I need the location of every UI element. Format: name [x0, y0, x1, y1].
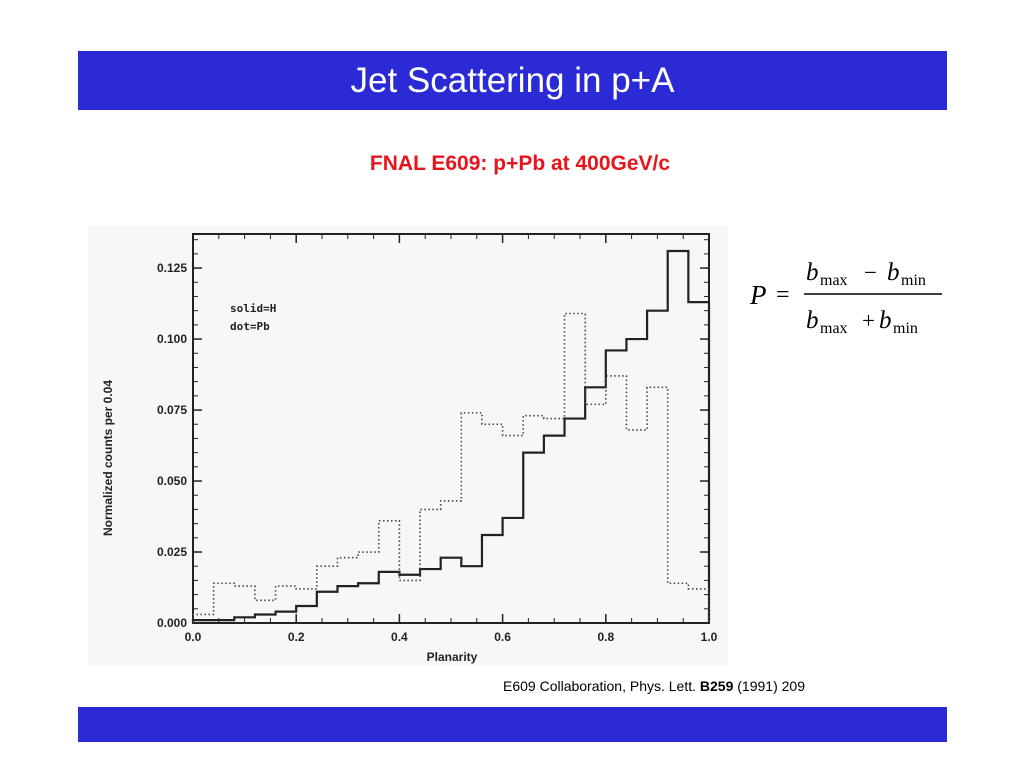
- chart-svg: 0.0 0.2 0.4 0.6 0.8 1.0 0.000 0.025 0.050 0.075 0.…: [101, 233, 718, 664]
- y-tick-label: 0.100: [157, 332, 187, 346]
- denominator-sub-min: min: [893, 320, 918, 337]
- x-tick-label: 1.0: [701, 630, 718, 644]
- y-tick-label: 0.025: [157, 545, 187, 559]
- slide-subtitle: FNAL E609: p+Pb at 400GeV/c: [369, 152, 671, 175]
- citation-volume: B259: [699, 678, 734, 694]
- formula-lhs: P: [749, 280, 767, 310]
- x-tick-label: 0.8: [597, 630, 614, 644]
- y-tick-label: 0.125: [157, 261, 187, 275]
- slide-title: Jet Scattering in p+A: [350, 61, 675, 100]
- planarity-histogram: 0.0 0.2 0.4 0.6 0.8 1.0 0.000 0.025 0.050 0.075 0.…: [88, 226, 728, 666]
- formula-svg: P = b max − b min b max + b min: [749, 259, 942, 337]
- y-axis-label: Normalized counts per 0.04: [101, 380, 115, 536]
- y-tick-label: 0.000: [157, 616, 187, 630]
- denominator-sub-max: max: [820, 320, 848, 337]
- numerator-minus: −: [864, 260, 877, 285]
- denominator-b-min: b: [879, 307, 892, 334]
- series-pb-histogram: [192, 312, 710, 623]
- numerator-sub-max: max: [820, 272, 848, 289]
- numerator-b-max: b: [806, 259, 819, 286]
- x-tick-label: 0.4: [391, 630, 408, 644]
- citation: E609 Collaboration, Phys. Lett. B259 (19…: [503, 678, 805, 694]
- series-layer: [191, 249, 711, 623]
- axis-ticks: 0.0 0.2 0.4 0.6 0.8 1.0 0.000 0.025 0.050 0.075 0.…: [157, 234, 718, 644]
- y-tick-label: 0.050: [157, 474, 187, 488]
- x-axis-label: Planarity: [427, 650, 478, 664]
- numerator-b-min: b: [887, 259, 900, 286]
- header-bar: [78, 51, 947, 110]
- footer-bar: [78, 707, 947, 742]
- citation-suffix: (1991) 209: [733, 678, 805, 694]
- citation-prefix: E609 Collaboration, Phys. Lett.: [503, 678, 700, 694]
- plot-frame: [192, 233, 710, 624]
- denominator-b-max: b: [806, 307, 819, 334]
- x-tick-label: 0.6: [494, 630, 511, 644]
- series-h-histogram: [191, 249, 711, 623]
- numerator-sub-min: min: [901, 272, 926, 289]
- planarity-formula: P = b max − b min b max + b min: [746, 250, 946, 345]
- y-tick-label: 0.075: [157, 403, 187, 417]
- formula-equals: =: [776, 282, 790, 308]
- denominator-plus: +: [862, 308, 875, 333]
- x-tick-label: 0.0: [185, 630, 202, 644]
- legend-entry-h: solid=H: [230, 302, 276, 315]
- legend-entry-pb: dot=Pb: [230, 320, 270, 333]
- plot-border: [192, 233, 710, 624]
- x-tick-label: 0.2: [288, 630, 305, 644]
